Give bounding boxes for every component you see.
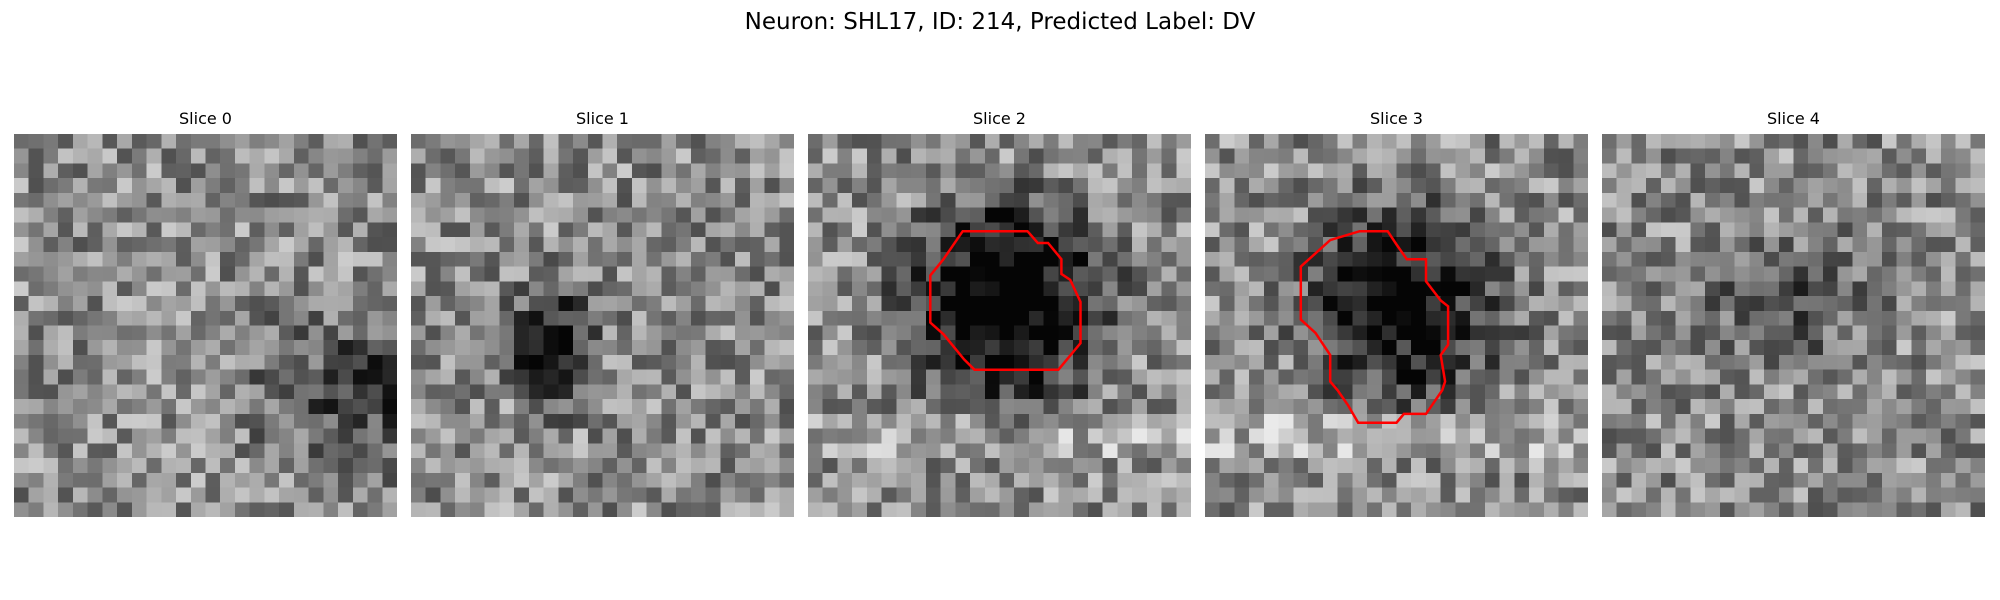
slice-svg: [411, 134, 794, 517]
slice-svg: [1205, 134, 1588, 517]
slice-panel-1: Slice 1: [411, 108, 794, 517]
slice-image: [14, 134, 397, 517]
slice-title: Slice 4: [1767, 109, 1820, 128]
slice-svg: [14, 134, 397, 517]
roi-outline: [1299, 229, 1450, 424]
slice-image: [1205, 134, 1588, 517]
slice-image: [808, 134, 1191, 517]
slice-image: [411, 134, 794, 517]
slice-panel-4: Slice 4: [1602, 108, 1985, 517]
figure-title: Neuron: SHL17, ID: 214, Predicted Label:…: [744, 9, 1256, 35]
slice-panel-2: Slice 2: [808, 108, 1191, 517]
slice-panel-0: Slice 0: [14, 108, 397, 517]
slice-image: [1602, 134, 1985, 517]
slice-panel-3: Slice 3: [1205, 108, 1588, 517]
slice-svg: [808, 134, 1191, 517]
roi-outline: [929, 229, 1082, 371]
slice-title: Slice 1: [576, 109, 629, 128]
slice-title: Slice 0: [179, 109, 232, 128]
slice-title: Slice 2: [973, 109, 1026, 128]
slice-title: Slice 3: [1370, 109, 1423, 128]
slice-svg: [1602, 134, 1985, 517]
